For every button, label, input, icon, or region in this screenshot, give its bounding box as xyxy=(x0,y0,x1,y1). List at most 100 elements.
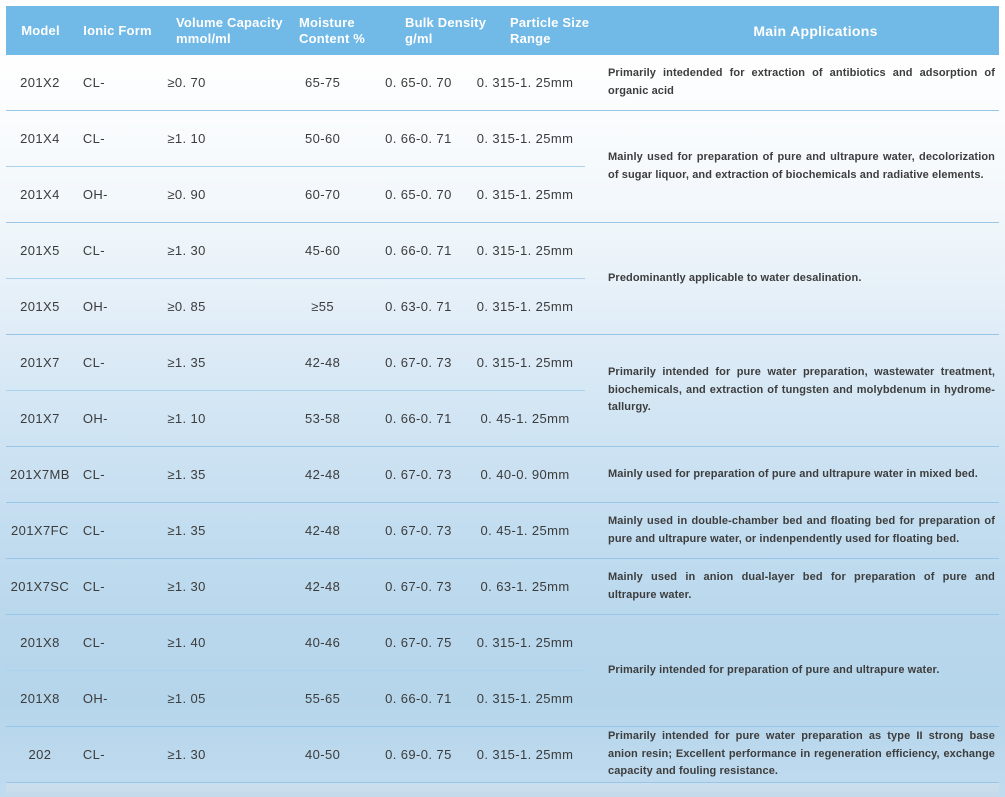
table-group: 201X7SC CL- ≥1. 30 42-48 0. 67-0. 73 0. … xyxy=(6,559,999,615)
spec-rows: 201X8 CL- ≥1. 40 40-46 0. 67-0. 75 0. 31… xyxy=(6,615,585,726)
table-row: 201X2 CL- ≥0. 70 65-75 0. 65-0. 70 0. 31… xyxy=(6,55,585,110)
table-row: 201X8 OH- ≥1. 05 55-65 0. 66-0. 71 0. 31… xyxy=(6,670,585,726)
application-text: Primarily intedended for extraction of a… xyxy=(608,66,995,97)
application-text: Mainly used for preparation of pure and … xyxy=(608,150,995,181)
cell-bulk-density: 0. 69-0. 75 xyxy=(385,747,452,762)
header-volume-capacity-unit: mmol/ml xyxy=(176,30,231,46)
application-text: Predominantly applicable to water desali… xyxy=(608,271,862,284)
spec-rows: 201X4 CL- ≥1. 10 50-60 0. 66-0. 71 0. 31… xyxy=(6,111,585,222)
application-cell: Primarily intended for pure water prepar… xyxy=(585,335,999,446)
table-row: 201X5 CL- ≥1. 30 45-60 0. 66-0. 71 0. 31… xyxy=(6,223,585,278)
cell-ionic-form: CL- xyxy=(82,355,105,370)
application-text: Primarily intended for pure water prepar… xyxy=(608,366,995,414)
cell-ionic-form: OH- xyxy=(82,299,108,314)
cell-bulk-density: 0. 67-0. 73 xyxy=(385,355,452,370)
cell-ionic-form: CL- xyxy=(82,75,105,90)
cell-moisture-content: 60-70 xyxy=(304,187,341,202)
cell-bulk-density: 0. 65-0. 70 xyxy=(385,187,452,202)
application-cell: Primarily intended for preparation of pu… xyxy=(585,615,999,726)
cell-bulk-density: 0. 67-0. 75 xyxy=(385,635,452,650)
table-group: 201X7MB CL- ≥1. 35 42-48 0. 67-0. 73 0. … xyxy=(6,447,999,503)
cell-moisture-content: 40-46 xyxy=(304,635,341,650)
header-bulk-density-label: Bulk Density xyxy=(405,14,487,30)
application-cell: Mainly used in anion dual-layer bed for … xyxy=(585,559,999,614)
table-header: Model Ionic Form Volume Capacity mmol/ml… xyxy=(6,6,999,55)
cell-bulk-density: 0. 66-0. 71 xyxy=(385,411,452,426)
header-moisture-content-unit: Content % xyxy=(299,30,366,46)
cell-particle-size: 0. 63-1. 25mm xyxy=(480,579,570,594)
cell-volume-capacity: ≥1. 30 xyxy=(167,579,206,594)
spec-rows: 201X7MB CL- ≥1. 35 42-48 0. 67-0. 73 0. … xyxy=(6,447,585,502)
cell-ionic-form: CL- xyxy=(82,243,105,258)
header-ionic-form: Ionic Form xyxy=(75,6,174,55)
cell-volume-capacity: ≥0. 70 xyxy=(167,75,206,90)
cell-model: 201X7SC xyxy=(10,579,70,594)
cell-volume-capacity: ≥1. 35 xyxy=(167,523,206,538)
cell-ionic-form: OH- xyxy=(82,411,108,426)
table-group: 201X7FC CL- ≥1. 35 42-48 0. 67-0. 73 0. … xyxy=(6,503,999,559)
cell-model: 201X8 xyxy=(20,635,60,650)
spec-rows: 201X2 CL- ≥0. 70 65-75 0. 65-0. 70 0. 31… xyxy=(6,55,585,110)
header-model: Model xyxy=(6,6,75,55)
cell-model: 201X7FC xyxy=(11,523,69,538)
application-text: Primarily intended for preparation of pu… xyxy=(608,663,940,676)
header-particle-size-label: Particle Size xyxy=(510,14,590,30)
header-model-label: Model xyxy=(21,22,60,38)
table-row: 201X7 CL- ≥1. 35 42-48 0. 67-0. 73 0. 31… xyxy=(6,335,585,390)
cell-ionic-form: CL- xyxy=(82,523,105,538)
cell-volume-capacity: ≥1. 05 xyxy=(167,691,206,706)
cell-particle-size: 0. 315-1. 25mm xyxy=(476,75,574,90)
cell-model: 201X2 xyxy=(20,75,60,90)
cell-particle-size: 0. 40-0. 90mm xyxy=(480,467,570,482)
cell-bulk-density: 0. 65-0. 70 xyxy=(385,75,452,90)
header-volume-capacity-label: Volume Capacity xyxy=(176,14,283,30)
header-bulk-density: Bulk Density g/ml xyxy=(399,6,500,55)
cell-volume-capacity: ≥1. 35 xyxy=(167,355,206,370)
table-group: 201X7 CL- ≥1. 35 42-48 0. 67-0. 73 0. 31… xyxy=(6,335,999,447)
cell-volume-capacity: ≥1. 10 xyxy=(167,411,206,426)
table-row: 201X7MB CL- ≥1. 35 42-48 0. 67-0. 73 0. … xyxy=(6,447,585,502)
cell-model: 202 xyxy=(28,747,52,762)
cell-model: 201X7MB xyxy=(9,467,70,482)
header-particle-size: Particle Size Range xyxy=(500,6,632,55)
cell-ionic-form: CL- xyxy=(82,747,105,762)
cell-model: 201X4 xyxy=(20,187,60,202)
application-cell: Primarily intedended for extraction of a… xyxy=(585,55,999,110)
cell-volume-capacity: ≥0. 90 xyxy=(167,187,206,202)
table-group: 201X8 CL- ≥1. 40 40-46 0. 67-0. 75 0. 31… xyxy=(6,615,999,727)
cell-moisture-content: 42-48 xyxy=(304,355,341,370)
cell-model: 201X7 xyxy=(20,411,60,426)
cell-volume-capacity: ≥1. 35 xyxy=(167,467,206,482)
cell-bulk-density: 0. 63-0. 71 xyxy=(385,299,452,314)
cell-particle-size: 0. 315-1. 25mm xyxy=(476,243,574,258)
table-row: 201X4 CL- ≥1. 10 50-60 0. 66-0. 71 0. 31… xyxy=(6,111,585,166)
cell-particle-size: 0. 45-1. 25mm xyxy=(480,411,570,426)
spec-rows: 202 CL- ≥1. 30 40-50 0. 69-0. 75 0. 315-… xyxy=(6,727,585,782)
cell-particle-size: 0. 315-1. 25mm xyxy=(476,691,574,706)
table-group: 201X2 CL- ≥0. 70 65-75 0. 65-0. 70 0. 31… xyxy=(6,55,999,111)
spec-rows: 201X7SC CL- ≥1. 30 42-48 0. 67-0. 73 0. … xyxy=(6,559,585,614)
header-main-applications-label: Main Applications xyxy=(753,22,878,39)
application-cell: Mainly used for preparation of pure and … xyxy=(585,111,999,222)
application-cell: Mainly used for preparation of pure and … xyxy=(585,447,999,502)
cell-ionic-form: OH- xyxy=(82,187,108,202)
cell-particle-size: 0. 315-1. 25mm xyxy=(476,187,574,202)
table-row: 201X5 OH- ≥0. 85 ≥55 0. 63-0. 71 0. 315-… xyxy=(6,278,585,334)
table-row: 201X8 CL- ≥1. 40 40-46 0. 67-0. 75 0. 31… xyxy=(6,615,585,670)
cell-model: 201X4 xyxy=(20,131,60,146)
cell-volume-capacity: ≥1. 40 xyxy=(167,635,206,650)
application-text: Mainly used in double-chamber bed and fl… xyxy=(608,514,995,545)
application-text: Primarily intended for pure water prepar… xyxy=(608,730,995,778)
table-row: 201X4 OH- ≥0. 90 60-70 0. 65-0. 70 0. 31… xyxy=(6,166,585,222)
table-group: 201X4 CL- ≥1. 10 50-60 0. 66-0. 71 0. 31… xyxy=(6,111,999,223)
table-row: 202 CL- ≥1. 30 40-50 0. 69-0. 75 0. 315-… xyxy=(6,727,585,782)
cell-bulk-density: 0. 67-0. 73 xyxy=(385,579,452,594)
cell-volume-capacity: ≥1. 30 xyxy=(167,243,206,258)
spec-rows: 201X7FC CL- ≥1. 35 42-48 0. 67-0. 73 0. … xyxy=(6,503,585,558)
cell-moisture-content: 53-58 xyxy=(304,411,341,426)
table-row: 201X7 OH- ≥1. 10 53-58 0. 66-0. 71 0. 45… xyxy=(6,390,585,446)
cell-moisture-content: 65-75 xyxy=(304,75,341,90)
cell-moisture-content: 50-60 xyxy=(304,131,341,146)
cell-model: 201X7 xyxy=(20,355,60,370)
